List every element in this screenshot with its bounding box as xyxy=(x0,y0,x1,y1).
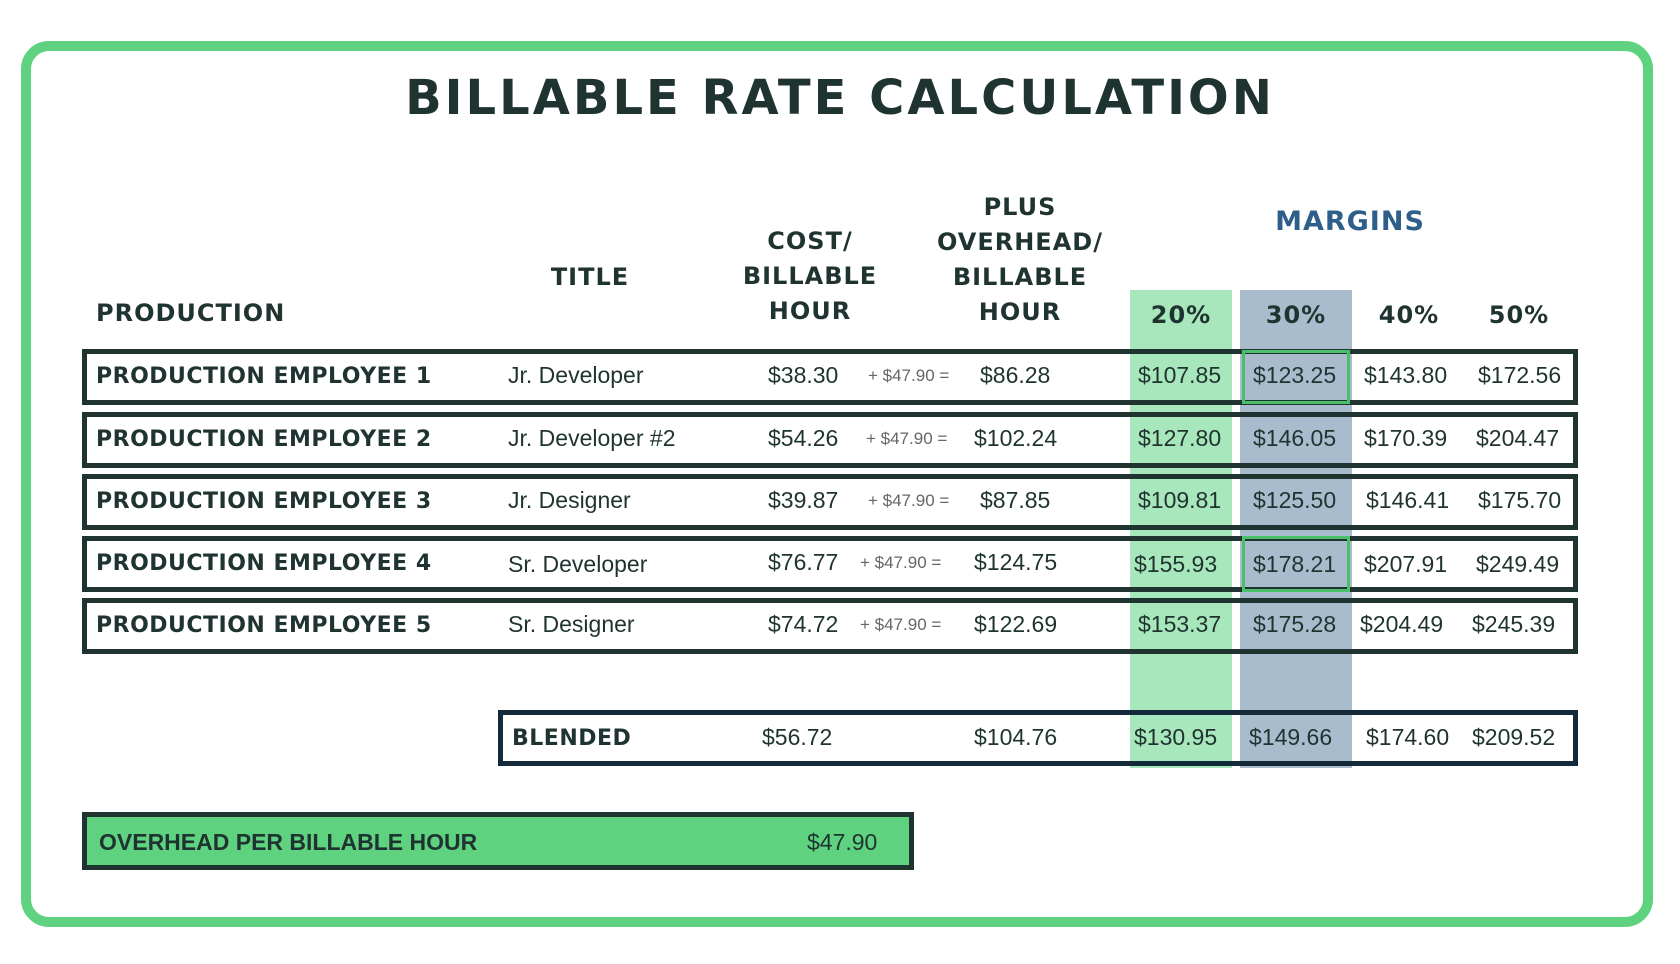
row-m50: $172.56 xyxy=(1478,362,1562,388)
blended-m30: $149.66 xyxy=(1249,724,1333,750)
row-cost: $39.87 xyxy=(768,487,839,513)
header-plus-overhead: PLUS OVERHEAD/ BILLABLE HOUR xyxy=(910,190,1130,330)
table-row xyxy=(82,536,1578,592)
header-production: PRODUCTION xyxy=(96,299,286,327)
blended-row xyxy=(498,710,1578,766)
row-name: PRODUCTION EMPLOYEE 4 xyxy=(96,551,432,576)
row-m50: $175.70 xyxy=(1478,487,1562,513)
row-cost: $38.30 xyxy=(768,362,839,388)
row-plus: + $47.90 = xyxy=(860,553,942,572)
blended-label: BLENDED xyxy=(512,726,632,751)
row-m40: $207.91 xyxy=(1364,551,1448,577)
header-cost-line3: HOUR xyxy=(768,297,852,325)
overhead-value: $47.90 xyxy=(807,829,878,855)
header-margin-50: 50% xyxy=(1488,301,1550,329)
row-plus: + $47.90 = xyxy=(860,615,942,634)
row-m50: $204.47 xyxy=(1476,425,1560,451)
row-name: PRODUCTION EMPLOYEE 3 xyxy=(96,489,432,514)
page-title: BILLABLE RATE CALCULATION xyxy=(405,70,1275,126)
row-m30: $175.28 xyxy=(1253,611,1337,637)
highlight-box xyxy=(1242,536,1350,592)
row-m50: $245.39 xyxy=(1472,611,1556,637)
row-total: $102.24 xyxy=(974,425,1058,451)
row-title: Sr. Developer xyxy=(508,551,648,577)
table-row xyxy=(82,349,1578,405)
row-total: $87.85 xyxy=(980,487,1051,513)
row-name: PRODUCTION EMPLOYEE 5 xyxy=(96,613,432,638)
row-m40: $143.80 xyxy=(1364,362,1448,388)
row-title: Jr. Designer xyxy=(508,487,631,513)
header-plus-line2: OVERHEAD/ xyxy=(937,228,1103,256)
header-cost-line1: COST/ xyxy=(767,227,853,255)
row-title: Jr. Developer xyxy=(508,362,644,388)
row-m30: $123.25 xyxy=(1253,362,1337,388)
header-cost: COST/ BILLABLE HOUR xyxy=(730,224,890,329)
header-margins: MARGINS xyxy=(1275,206,1425,237)
row-m30: $178.21 xyxy=(1253,551,1337,577)
header-margin-40: 40% xyxy=(1378,301,1440,329)
row-m20: $153.37 xyxy=(1138,611,1222,637)
row-m20: $109.81 xyxy=(1138,487,1222,513)
row-plus: + $47.90 = xyxy=(866,429,948,448)
row-title: Sr. Designer xyxy=(508,611,635,637)
table-row xyxy=(82,412,1578,468)
blended-m50: $209.52 xyxy=(1472,724,1556,750)
row-total: $86.28 xyxy=(980,362,1051,388)
highlight-box xyxy=(1242,350,1350,404)
row-plus: + $47.90 = xyxy=(868,366,950,385)
table-row xyxy=(82,598,1578,654)
row-title: Jr. Developer #2 xyxy=(508,425,676,451)
row-cost: $74.72 xyxy=(768,611,839,637)
row-total: $124.75 xyxy=(974,549,1058,575)
row-plus: + $47.90 = xyxy=(868,491,950,510)
header-plus-line1: PLUS xyxy=(983,193,1057,221)
header-margin-20: 20% xyxy=(1150,301,1212,329)
row-m20: $155.93 xyxy=(1134,551,1218,577)
row-total: $122.69 xyxy=(974,611,1058,637)
blended-m40: $174.60 xyxy=(1366,724,1450,750)
table-row xyxy=(82,474,1578,530)
row-name: PRODUCTION EMPLOYEE 1 xyxy=(96,364,432,389)
row-m30: $146.05 xyxy=(1253,425,1337,451)
row-m20: $127.80 xyxy=(1138,425,1222,451)
blended-total: $104.76 xyxy=(974,724,1058,750)
header-cost-line2: BILLABLE xyxy=(742,262,878,290)
row-m50: $249.49 xyxy=(1476,551,1560,577)
row-cost: $76.77 xyxy=(768,549,839,575)
header-title: TITLE xyxy=(550,263,630,291)
header-plus-line3: BILLABLE HOUR xyxy=(952,263,1088,326)
row-m40: $204.49 xyxy=(1360,611,1444,637)
blended-cost: $56.72 xyxy=(762,724,833,750)
blended-m20: $130.95 xyxy=(1134,724,1218,750)
header-margin-30: 30% xyxy=(1265,301,1327,329)
overhead-label: OVERHEAD PER BILLABLE HOUR xyxy=(99,829,478,855)
row-m20: $107.85 xyxy=(1138,362,1222,388)
row-cost: $54.26 xyxy=(768,425,839,451)
row-name: PRODUCTION EMPLOYEE 2 xyxy=(96,427,432,452)
row-m40: $146.41 xyxy=(1366,487,1450,513)
row-m40: $170.39 xyxy=(1364,425,1448,451)
row-m30: $125.50 xyxy=(1253,487,1337,513)
overhead-bar: OVERHEAD PER BILLABLE HOUR $47.90 xyxy=(82,812,914,870)
card-frame xyxy=(21,41,1653,927)
